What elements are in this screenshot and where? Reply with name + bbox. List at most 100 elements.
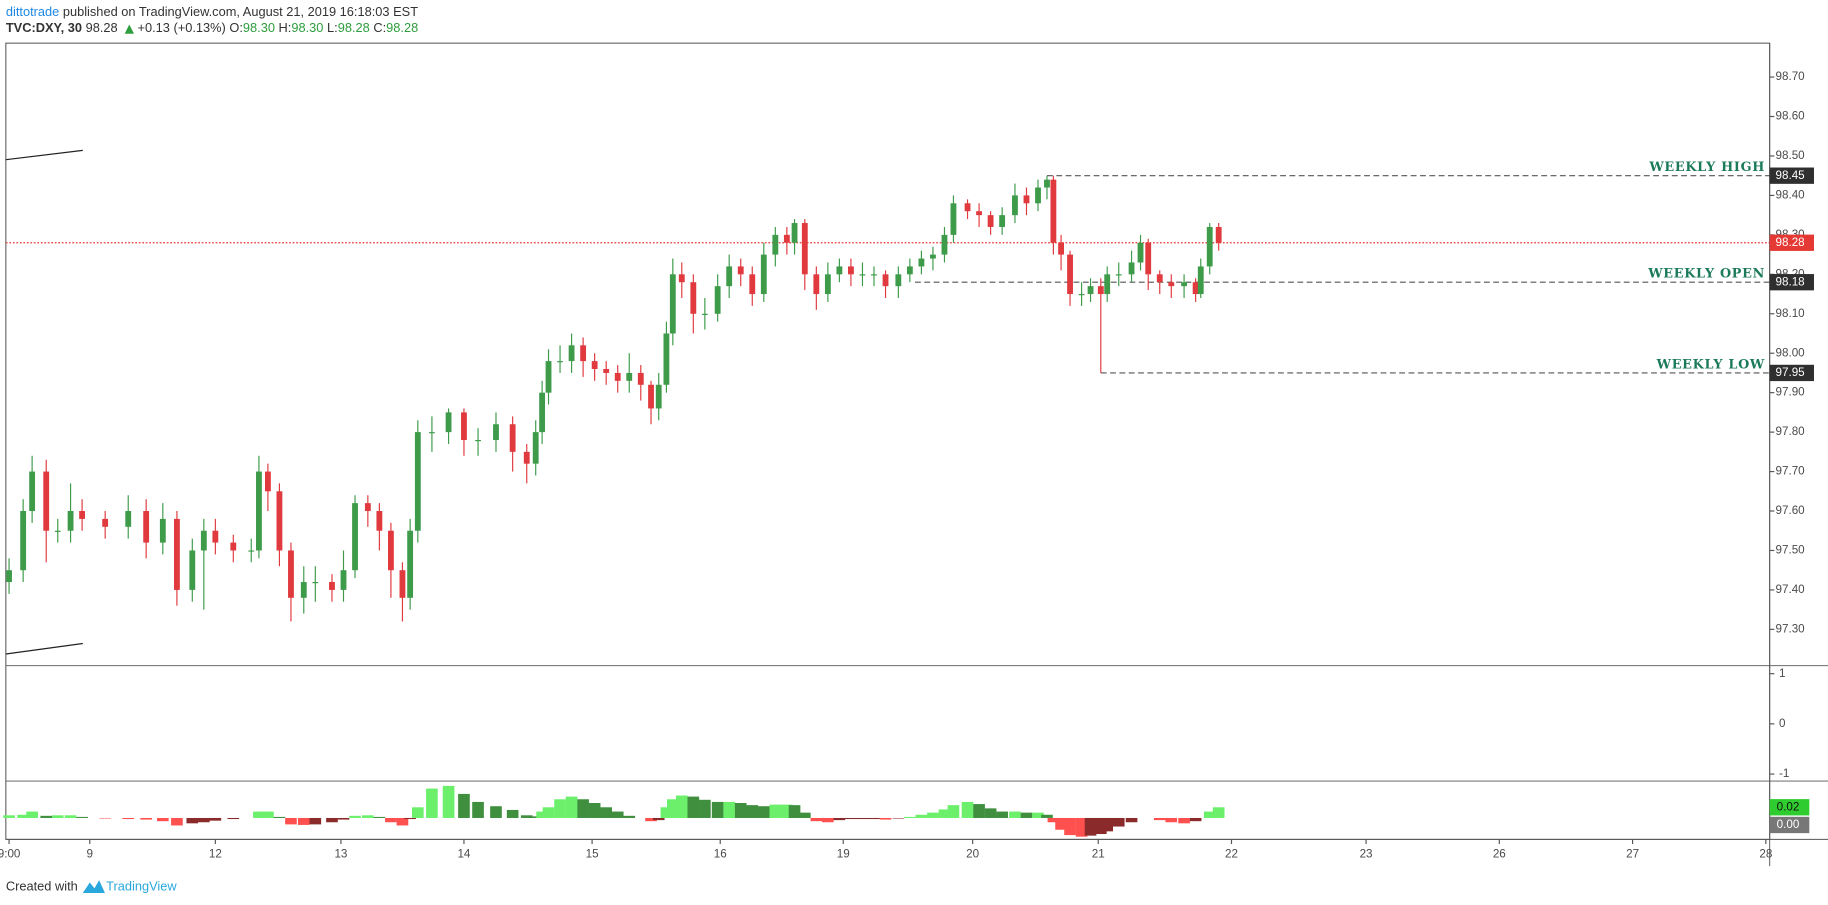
author[interactable]: dittotrade [6,4,59,19]
candle-body [848,266,854,275]
candle-body [999,215,1006,227]
candle-body [125,511,132,527]
candle-body [749,274,756,295]
histogram-badge-label: 0.02 [1777,800,1800,813]
y-tick-label: 98.70 [1776,70,1806,83]
y-tick-label: 97.60 [1776,504,1806,517]
zero-badge-label: 0.00 [1777,818,1800,831]
histogram-bar [675,795,688,818]
y-tick-label: 97.90 [1776,386,1806,399]
histogram-bar [588,803,601,818]
trend-line [5,642,83,655]
candle-body [1197,266,1204,295]
candle-body [29,471,36,512]
histogram-bar [645,817,657,822]
histogram-bar [660,807,673,818]
histogram-bar [973,804,985,818]
histogram-bar [1153,817,1166,821]
histogram-bar [1189,817,1202,822]
x-tick-label: 26 [1493,848,1506,861]
candle-body [1050,179,1057,243]
histogram-bar [996,811,1008,818]
histogram-bar [1203,811,1216,818]
price-badge [1769,364,1814,382]
candle-body [1206,226,1213,267]
y-tick-label: 98.50 [1776,149,1806,162]
histogram-bar [26,811,38,818]
histogram-bar [734,803,747,818]
candle-body [1145,242,1152,275]
candle-body [580,345,587,362]
header-line: dittotrade published on TradingView.com,… [6,4,418,19]
candle-body [248,550,255,552]
histogram-bar [1212,807,1225,818]
candle-body [678,274,685,283]
candle-body [79,511,86,519]
histogram-bar [76,816,88,818]
histogram-bar [227,817,240,820]
x-tick-label: 19 [837,848,850,861]
histogram-bar [833,817,846,821]
histogram-bar [1094,817,1107,835]
price-badge [1769,274,1814,291]
x-tick-label: 16 [714,848,727,861]
candle-body [20,511,27,571]
candle-body [143,511,150,543]
histogram-bar [798,812,811,818]
candle-body [626,372,633,381]
created-with: Created with [6,879,78,894]
histogram-bar [490,806,502,818]
y-tick-label: 97.80 [1776,425,1806,438]
candle-body [545,361,552,393]
histogram-bar [140,817,152,820]
brand[interactable]: TradingView [106,879,177,894]
plot: 97.30 97.40 97.50 97.60 97.70 97.80 97.90 98.00… [0,70,1814,861]
level-label: WEEKLY OPEN [1647,267,1765,282]
candle-body [276,491,283,551]
candle-body [557,361,563,363]
last-price-badge [1769,234,1814,251]
price-badge [1769,167,1814,184]
candle-body [6,570,12,583]
histogram-bar [1055,817,1067,830]
candle-body [603,368,610,373]
candle-body [895,274,902,287]
candle-body [475,440,481,442]
x-tick-label: 21 [1092,848,1105,861]
candle-body [493,424,499,441]
level-label: WEEKLY LOW [1656,357,1765,372]
l-value: 98.28 [338,21,370,36]
candle-body [509,424,516,452]
candle-body [987,215,994,227]
histogram-bar [529,816,542,818]
histogram-bar [385,817,397,823]
histogram-badge [1769,799,1810,816]
candle-body [159,518,166,543]
candle-body [836,266,843,275]
y-tick-label: 98.00 [1776,346,1806,359]
candle-body [772,234,779,255]
histogram-bar [1020,812,1033,818]
candle-body [648,384,654,409]
candle-body [1035,187,1041,204]
histogram-bar [362,815,374,818]
histogram-bar [349,815,361,818]
histogram-bar [17,814,29,818]
histogram-bar [623,815,636,818]
histogram-bar [810,817,823,822]
histogram-bar [554,799,566,818]
histogram-bar [746,805,759,818]
histogram-bar [273,816,286,818]
candle-body [399,570,406,598]
y-tick-label: 98.60 [1776,110,1806,123]
candle-body [871,274,877,276]
c-value: 98.28 [386,21,418,36]
change: +0.13 (+0.13%) [137,21,225,36]
candle-body [591,361,598,369]
histogram-bar [1032,812,1044,818]
histogram-bar [156,817,169,822]
candle-body [264,471,271,492]
x-tick-label: 28 [1759,848,1772,861]
histogram-bar [186,817,199,824]
